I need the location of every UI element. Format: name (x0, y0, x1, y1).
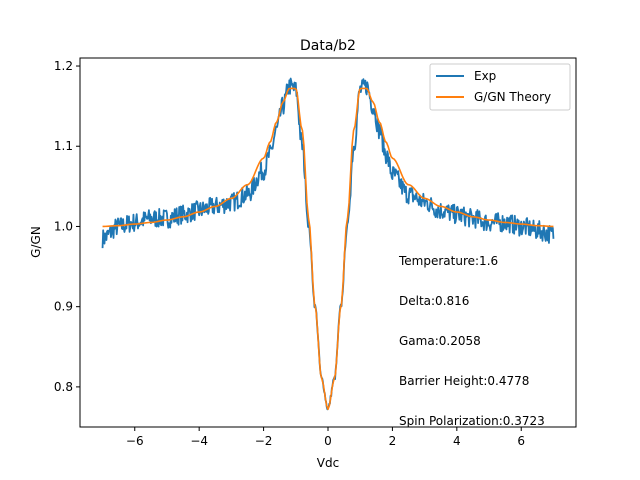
fit-annotations: Temperature:1.6 Delta:0.816 Gama:0.2058 … (398, 254, 545, 428)
series-line-exp (101, 77, 555, 411)
x-tick-label: 4 (453, 434, 461, 448)
x-tick-label: −2 (255, 434, 273, 448)
x-tick-label: 2 (389, 434, 397, 448)
annotation-spin-polarization: Spin Polarization:0.3723 (399, 414, 545, 428)
annotation-barrier-height: Barrier Height:0.4778 (399, 374, 529, 388)
x-axis: −6 −4 −2 0 2 4 6 (126, 427, 525, 448)
y-tick-label: 1.1 (54, 139, 73, 153)
y-tick-label: 1.2 (54, 59, 73, 73)
x-tick-label: −4 (190, 434, 208, 448)
x-tick-label: 6 (517, 434, 525, 448)
annotation-temperature: Temperature:1.6 (398, 254, 498, 268)
x-tick-label: −6 (126, 434, 144, 448)
annotation-gama: Gama:0.2058 (399, 334, 481, 348)
chart-title: Data/b2 (300, 38, 356, 54)
x-tick-label: 0 (324, 434, 332, 448)
x-axis-label: Vdc (317, 456, 339, 470)
annotation-delta: Delta:0.816 (399, 294, 469, 308)
y-tick-label: 0.9 (54, 300, 73, 314)
y-tick-label: 0.8 (54, 380, 73, 394)
y-axis-label: G/GN (29, 226, 43, 258)
series-layer (101, 77, 555, 411)
series-line-theory (102, 87, 554, 411)
y-tick-label: 1.0 (54, 219, 73, 233)
legend-label-exp: Exp (474, 69, 496, 83)
legend: Exp G/GN Theory (429, 63, 571, 111)
y-axis: 0.8 0.9 1.0 1.1 1.2 (54, 59, 80, 394)
plot-frame (79, 57, 577, 428)
legend-label-theory: G/GN Theory (474, 90, 551, 104)
legend-box (429, 63, 571, 111)
